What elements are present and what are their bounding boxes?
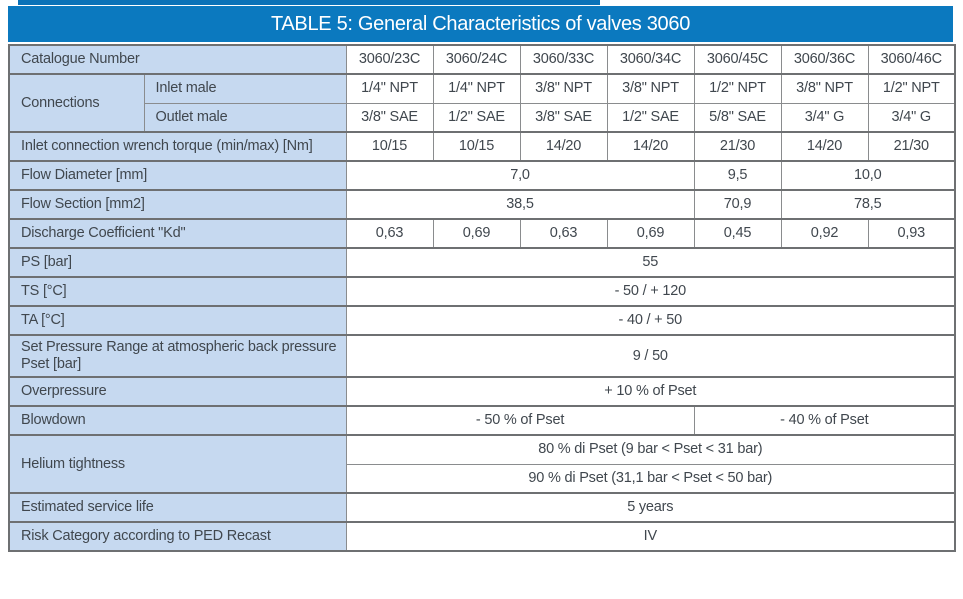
value-cell-connections-outlet-male-0: 3/8" SAE xyxy=(345,102,434,133)
value-cell-catalogue-number-0: 3060/23C xyxy=(345,44,434,75)
value-cell-connections-inlet-male-3: 3/8" NPT xyxy=(606,73,695,104)
top-blue-strip xyxy=(18,0,600,5)
row-label-cell-ta-celsius: TA [°C] xyxy=(8,305,347,336)
value-cell-flow-diameter-2: 10,0 xyxy=(780,160,956,191)
value-cell-catalogue-number-1: 3060/24C xyxy=(432,44,521,75)
table-row-flow-section: Flow Section [mm2] 38,5 70,9 78,5 xyxy=(8,189,956,220)
table-row-inlet-wrench-torque: Inlet connection wrench torque (min/max)… xyxy=(8,131,956,162)
table-row-risk-category: Risk Category according to PED Recast IV xyxy=(8,521,956,552)
value-cell-ta-celsius-0: - 40 / + 50 xyxy=(345,305,956,336)
value-cell-connections-inlet-male-4: 1/2" NPT xyxy=(693,73,782,104)
value-cell-discharge-coefficient-2: 0,63 xyxy=(519,218,608,249)
characteristics-table: Catalogue Number 3060/23C 3060/24C 3060/33C… xyxy=(8,44,957,552)
value-cell-connections-outlet-male-1: 1/2" SAE xyxy=(432,102,521,133)
value-cell-inlet-wrench-torque-5: 14/20 xyxy=(780,131,869,162)
value-cell-inlet-wrench-torque-6: 21/30 xyxy=(867,131,956,162)
value-cell-connections-inlet-male-0: 1/4" NPT xyxy=(345,73,434,104)
value-cell-flow-diameter-0: 7,0 xyxy=(345,160,695,191)
row-label-cell-set-pressure-range: Set Pressure Range at atmospheric back p… xyxy=(8,334,347,378)
table-row-helium-tightness-low: Helium tightness 80 % di Pset (9 bar < Ps… xyxy=(8,434,956,494)
row-label-cell-risk-category: Risk Category according to PED Recast xyxy=(8,521,347,552)
value-cell-blowdown-1: - 40 % of Pset xyxy=(693,405,956,436)
table-row-helium-tightness-high: 90 % di Pset (31,1 bar < Pset < 50 bar) xyxy=(9,463,956,494)
value-cell-connections-outlet-male-2: 3/8" SAE xyxy=(519,102,608,133)
row-label-cell-ps-bar: PS [bar] xyxy=(8,247,347,278)
table-row-catalogue-number: Catalogue Number 3060/23C 3060/24C 3060/33C… xyxy=(8,44,956,75)
value-cell-inlet-wrench-torque-4: 21/30 xyxy=(693,131,782,162)
table-row-connections-outlet-male: Outlet male 3/8" SAE 1/2" SAE 3/8" SAE 1/2" … xyxy=(9,102,956,133)
row-label-cell-flow-diameter: Flow Diameter [mm] xyxy=(8,160,347,191)
value-cell-discharge-coefficient-1: 0,69 xyxy=(432,218,521,249)
table-row-discharge-coefficient: Discharge Coefficient "Kd" 0,63 0,69 0,63 0,… xyxy=(8,218,956,249)
value-cell-catalogue-number-4: 3060/45C xyxy=(693,44,782,75)
table-body: Catalogue Number 3060/23C 3060/24C 3060/33C… xyxy=(8,44,956,552)
value-cell-catalogue-number-3: 3060/34C xyxy=(606,44,695,75)
value-cell-set-pressure-range-0: 9 / 50 xyxy=(345,334,956,378)
value-cell-flow-section-1: 70,9 xyxy=(693,189,782,220)
value-cell-discharge-coefficient-4: 0,45 xyxy=(693,218,782,249)
table-row-overpressure: Overpressure + 10 % of Pset xyxy=(8,376,956,407)
table-title: TABLE 5: General Characteristics of valv… xyxy=(270,12,691,35)
value-cell-blowdown-0: - 50 % of Pset xyxy=(345,405,695,436)
table-row-ts-celsius: TS [°C] - 50 / + 120 xyxy=(8,276,956,307)
value-cell-risk-category-0: IV xyxy=(345,521,956,552)
table-row-estimated-service-life: Estimated service life 5 years xyxy=(8,492,956,523)
row-label-cell-connections-inlet-male: Inlet male xyxy=(143,73,347,104)
value-cell-overpressure-0: + 10 % of Pset xyxy=(345,376,956,407)
value-cell-discharge-coefficient-3: 0,69 xyxy=(606,218,695,249)
value-cell-ts-celsius-0: - 50 / + 120 xyxy=(345,276,956,307)
row-label-cell-ts-celsius: TS [°C] xyxy=(8,276,347,307)
row-label-cell-inlet-wrench-torque: Inlet connection wrench torque (min/max)… xyxy=(8,131,347,162)
value-cell-discharge-coefficient-0: 0,63 xyxy=(345,218,434,249)
value-cell-connections-outlet-male-4: 5/8" SAE xyxy=(693,102,782,133)
value-cell-helium-tightness-high-0: 90 % di Pset (31,1 bar < Pset < 50 bar) xyxy=(345,463,956,494)
value-cell-catalogue-number-2: 3060/33C xyxy=(519,44,608,75)
value-cell-inlet-wrench-torque-2: 14/20 xyxy=(519,131,608,162)
table-row-connections-inlet-male: Connections Inlet male 1/4" NPT 1/4" NPT 3/8… xyxy=(8,73,956,133)
value-cell-connections-inlet-male-2: 3/8" NPT xyxy=(519,73,608,104)
value-cell-discharge-coefficient-5: 0,92 xyxy=(780,218,869,249)
row-label-cell-connections-outlet-male: Outlet male xyxy=(143,102,347,133)
row-label-cell-overpressure: Overpressure xyxy=(8,376,347,407)
value-cell-catalogue-number-6: 3060/46C xyxy=(867,44,956,75)
table-row-set-pressure-range: Set Pressure Range at atmospheric back p… xyxy=(8,334,956,378)
value-cell-inlet-wrench-torque-1: 10/15 xyxy=(432,131,521,162)
value-cell-connections-inlet-male-1: 1/4" NPT xyxy=(432,73,521,104)
row-label-cell-discharge-coefficient: Discharge Coefficient "Kd" xyxy=(8,218,347,249)
value-cell-connections-inlet-male-5: 3/8" NPT xyxy=(780,73,869,104)
value-cell-connections-outlet-male-6: 3/4" G xyxy=(867,102,956,133)
table-row-ps-bar: PS [bar] 55 xyxy=(8,247,956,278)
row-label-cell-blowdown: Blowdown xyxy=(8,405,347,436)
table-row-flow-diameter: Flow Diameter [mm] 7,0 9,5 10,0 xyxy=(8,160,956,191)
value-cell-flow-section-2: 78,5 xyxy=(780,189,956,220)
row-group-cell-helium-tightness-low: Helium tightness xyxy=(8,434,347,494)
value-cell-estimated-service-life-0: 5 years xyxy=(345,492,956,523)
value-cell-connections-inlet-male-6: 1/2" NPT xyxy=(867,73,956,104)
row-label-cell-estimated-service-life: Estimated service life xyxy=(8,492,347,523)
value-cell-inlet-wrench-torque-0: 10/15 xyxy=(345,131,434,162)
value-cell-ps-bar-0: 55 xyxy=(345,247,956,278)
table-row-blowdown: Blowdown - 50 % of Pset - 40 % of Pset xyxy=(8,405,956,436)
value-cell-catalogue-number-5: 3060/36C xyxy=(780,44,869,75)
row-label-cell-flow-section: Flow Section [mm2] xyxy=(8,189,347,220)
table-title-bar: TABLE 5: General Characteristics of valv… xyxy=(8,6,953,42)
row-label-cell-catalogue-number: Catalogue Number xyxy=(8,44,347,75)
row-group-cell-connections-inlet-male: Connections xyxy=(8,73,145,133)
table-row-ta-celsius: TA [°C] - 40 / + 50 xyxy=(8,305,956,336)
value-cell-flow-diameter-1: 9,5 xyxy=(693,160,782,191)
value-cell-helium-tightness-low-0: 80 % di Pset (9 bar < Pset < 31 bar) xyxy=(345,434,956,465)
value-cell-flow-section-0: 38,5 xyxy=(345,189,695,220)
value-cell-connections-outlet-male-5: 3/4" G xyxy=(780,102,869,133)
value-cell-discharge-coefficient-6: 0,93 xyxy=(867,218,956,249)
value-cell-connections-outlet-male-3: 1/2" SAE xyxy=(606,102,695,133)
value-cell-inlet-wrench-torque-3: 14/20 xyxy=(606,131,695,162)
